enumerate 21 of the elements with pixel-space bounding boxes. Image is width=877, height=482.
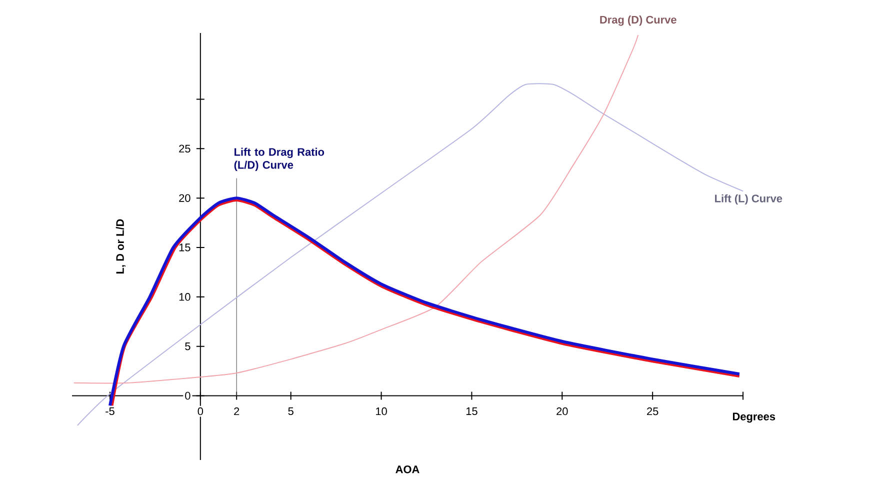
y-tick-label: 15 (179, 244, 190, 252)
line-series (73, 34, 639, 384)
x-tick-label: 10 (376, 407, 387, 416)
x-tick-label: 25 (647, 407, 658, 416)
y-tick-label: 10 (179, 293, 190, 301)
x-axis-title: AOA (396, 466, 420, 474)
x-tick-label: 15 (466, 407, 478, 416)
x-tick-label: 2 (234, 407, 240, 416)
x-tick-label: 0 (198, 407, 204, 416)
y-tick-label: 20 (179, 194, 190, 202)
y-tick-label: 0 (185, 392, 190, 400)
y-axis-title: L, D or L/D (116, 219, 126, 274)
y-tick-label: 25 (179, 144, 190, 153)
series-label: Drag (D) Curve (600, 16, 676, 26)
annotation: Degrees (732, 412, 776, 423)
x-tick-label: -5 (106, 407, 114, 416)
x-tick-label: 20 (556, 407, 568, 416)
y-tick-label: 5 (185, 342, 190, 350)
text: Lift to Drag Ratio (L/D) Curve (234, 148, 324, 171)
series-label: Lift (L) Curve (715, 194, 782, 205)
x-tick-label: 5 (288, 407, 294, 416)
